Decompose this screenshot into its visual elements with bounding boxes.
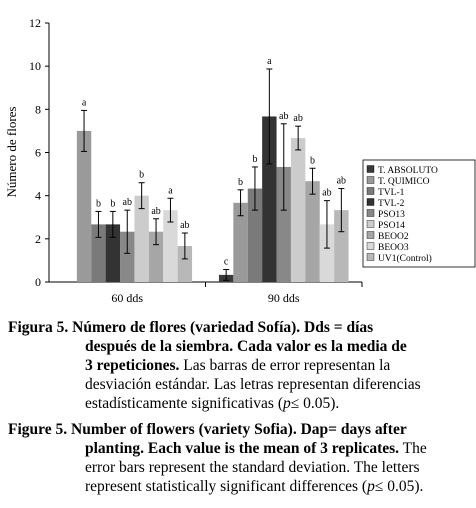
y-tick-label: 2 xyxy=(35,232,41,246)
y-tick-label: 6 xyxy=(35,146,41,160)
x-tick-label: 90 dds xyxy=(268,291,300,305)
legend-swatch xyxy=(366,187,375,195)
significance-letter: c xyxy=(224,256,229,267)
caption-en-label: Figure 5. xyxy=(8,421,68,438)
caption-es-bold-3: 3 repeticiones. xyxy=(85,357,180,374)
legend-swatch xyxy=(366,253,375,261)
y-tick-label: 10 xyxy=(29,59,41,73)
significance-letter: a xyxy=(82,97,87,108)
legend-label: PSO14 xyxy=(378,221,405,231)
significance-letter: b xyxy=(110,198,115,209)
caption-en-normal-2: The xyxy=(399,440,427,457)
legend-label: T. QUIMICO xyxy=(378,177,430,187)
caption-es-line-5a: estadísticamente significativas ( xyxy=(85,395,283,412)
bar xyxy=(276,166,291,282)
bar xyxy=(233,202,248,282)
caption-es-label: Figura 5. xyxy=(8,319,69,336)
caption-es-bold-2: después de la siembra. Cada valor es la … xyxy=(85,338,407,355)
legend-swatch xyxy=(366,209,375,217)
significance-letter: a xyxy=(168,185,173,196)
legend-label: BEOO3 xyxy=(378,243,409,253)
legend-swatch xyxy=(366,242,375,250)
caption-es-line-4: desviación estándar. Las letras represen… xyxy=(85,376,421,393)
caption-es-p: p xyxy=(283,395,291,412)
legend-label: T. ABSOLUTO xyxy=(378,166,438,176)
bar xyxy=(247,188,263,282)
significance-letter: ab xyxy=(123,197,132,208)
caption-en-p: p xyxy=(367,478,375,495)
bar xyxy=(319,224,335,282)
legend-swatch xyxy=(366,165,375,173)
y-tick-label: 4 xyxy=(35,189,41,203)
significance-letter: ab xyxy=(151,206,160,217)
significance-letter: ab xyxy=(279,111,288,122)
caption-en-bold-2: planting. Each value is the mean of 3 re… xyxy=(85,440,400,457)
bar xyxy=(334,210,349,282)
figure-caption-spanish: Figura 5. Número de flores (variedad Sof… xyxy=(8,318,452,413)
caption-en-bold-1: Number of flowers (variety Sofia). Dap= … xyxy=(71,421,407,438)
figure-caption-english: Figure 5. Number of flowers (variety Sof… xyxy=(8,420,454,496)
legend-label: UV1(Control) xyxy=(378,253,432,264)
bar xyxy=(120,231,135,282)
bar xyxy=(148,231,164,282)
y-tick-label: 8 xyxy=(35,102,41,116)
bar xyxy=(105,224,121,282)
legend-swatch xyxy=(366,198,375,206)
significance-letter: b xyxy=(96,198,101,209)
y-tick-label: 12 xyxy=(29,16,41,30)
significance-letter: b xyxy=(238,177,243,188)
legend-swatch xyxy=(366,220,375,228)
legend-box xyxy=(362,159,476,268)
bar xyxy=(262,116,277,282)
significance-letter: b xyxy=(139,170,144,181)
significance-letter: ab xyxy=(322,188,331,199)
y-axis-label: Número de flores xyxy=(4,107,19,198)
caption-es-bold-1: Número de flores (variedad Sofía). Dds =… xyxy=(72,319,374,336)
legend-label: TVL-1 xyxy=(378,188,405,198)
caption-en-line-4b: ≤ 0.05). xyxy=(374,478,424,495)
bar xyxy=(134,195,149,282)
y-tick-label: 0 xyxy=(35,275,41,289)
bar xyxy=(290,138,306,282)
legend-label: PSO13 xyxy=(378,210,405,220)
significance-letter: ab xyxy=(337,176,346,187)
caption-es-normal-3: Las barras de error representan la xyxy=(179,357,391,374)
significance-letter: b xyxy=(310,155,315,166)
caption-en-line-3: error bars represent the standard deviat… xyxy=(85,459,420,476)
bar xyxy=(305,181,320,282)
bar xyxy=(163,210,178,282)
legend-swatch xyxy=(366,176,375,184)
caption-en-line-4a: represent statistically significant diff… xyxy=(85,478,368,495)
bar xyxy=(76,130,92,282)
chart-axes: 0 2 4 6 8 10 12 60 dds 90 dds xyxy=(29,16,363,305)
significance-letter: ab xyxy=(293,113,302,124)
legend-swatch xyxy=(366,231,375,239)
bar xyxy=(177,245,193,282)
significance-letter: ab xyxy=(180,220,189,231)
x-tick-label: 60 dds xyxy=(111,291,143,305)
significance-letter: a xyxy=(267,56,272,67)
bar xyxy=(91,224,106,282)
caption-es-line-5b: ≤ 0.05). xyxy=(290,395,340,412)
legend-label: TVL-2 xyxy=(378,199,405,209)
significance-letter: b xyxy=(252,154,257,165)
legend-label: BEOO2 xyxy=(378,232,409,242)
